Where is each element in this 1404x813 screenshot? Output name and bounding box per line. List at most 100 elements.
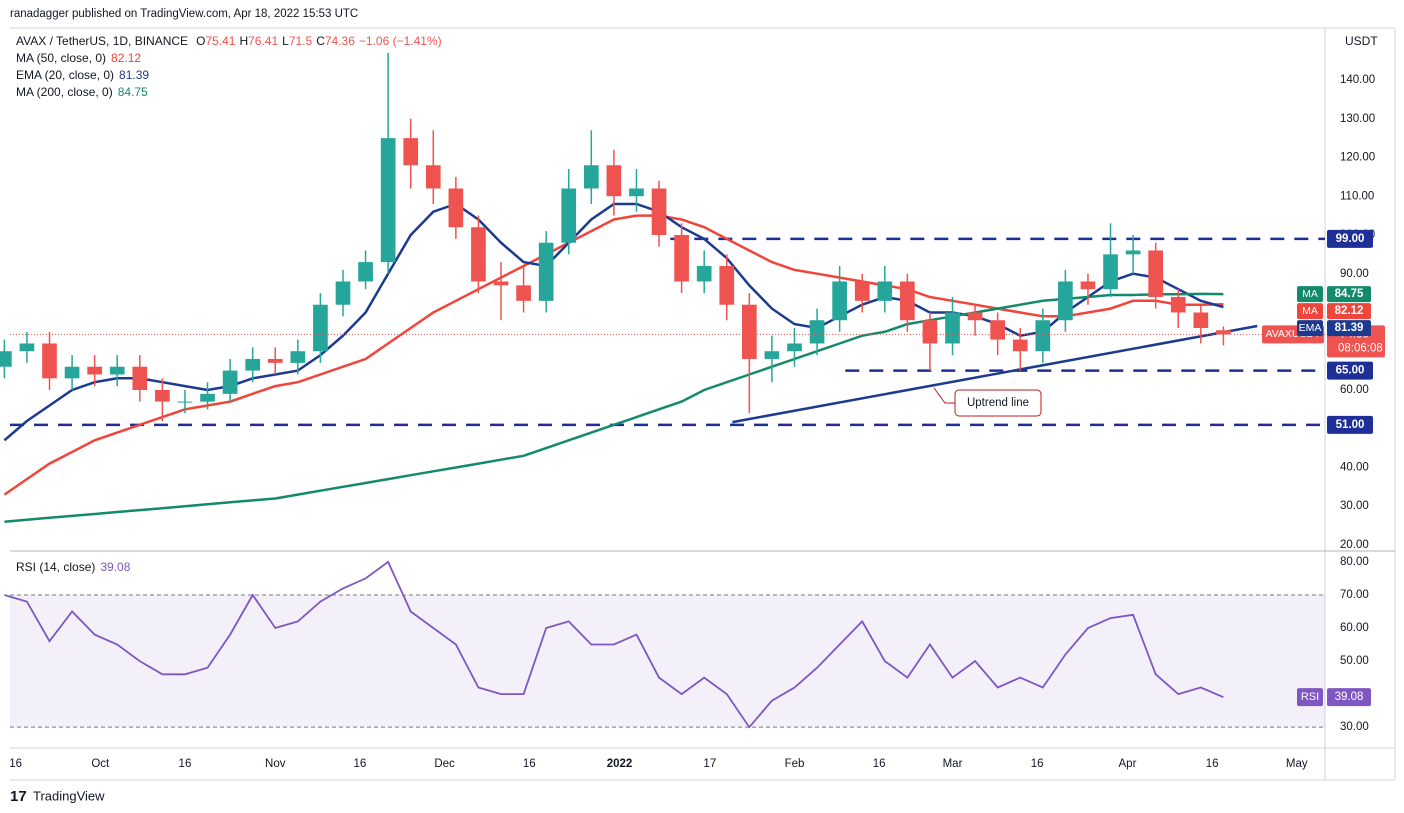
candle-body bbox=[0, 351, 12, 367]
y-tick-label: 120.00 bbox=[1340, 152, 1375, 164]
rsi-value: 39.08 bbox=[100, 560, 130, 574]
rsi-tick-label: 50.00 bbox=[1340, 655, 1369, 667]
y-tick-label: 110.00 bbox=[1340, 190, 1374, 202]
x-tick-label: 16 bbox=[179, 758, 192, 770]
candle-body bbox=[1080, 281, 1096, 290]
level-tag: 51.00 bbox=[1336, 419, 1365, 431]
x-tick-label: Nov bbox=[265, 758, 286, 770]
candle-body bbox=[493, 281, 509, 286]
candle-body bbox=[19, 343, 35, 352]
legend-name: EMA (20, close, 0) bbox=[16, 68, 114, 82]
ohlc-letter: H bbox=[239, 34, 248, 48]
candle-body bbox=[267, 358, 283, 363]
candle-body bbox=[1170, 296, 1186, 313]
candle-body bbox=[222, 370, 238, 394]
ma-value-box bbox=[1327, 286, 1371, 303]
rsi-value-box bbox=[1327, 688, 1371, 707]
annotation-box bbox=[954, 389, 1042, 417]
rsi-tag: RSI bbox=[1301, 691, 1319, 703]
change: −1.06 (−1.41%) bbox=[359, 34, 442, 48]
ma-value: 81.39 bbox=[1335, 322, 1364, 334]
ma-tag-box bbox=[1297, 286, 1323, 303]
y-tick-label: 140.00 bbox=[1340, 74, 1375, 86]
candle-body bbox=[64, 366, 80, 379]
level-tag-box bbox=[1327, 415, 1373, 434]
legend-entry: MA (50, close, 0) 82.12 bbox=[16, 51, 141, 65]
x-tick-label: 17 bbox=[703, 758, 716, 770]
candle-body bbox=[290, 351, 306, 363]
candle-body bbox=[832, 281, 847, 321]
rsi-tick-label: 80.00 bbox=[1340, 556, 1369, 568]
footer-logo: 17 TradingView bbox=[10, 788, 105, 805]
candle-body bbox=[922, 320, 938, 344]
candle-body bbox=[425, 165, 441, 189]
rsi-legend: RSI (14, close) 39.08 bbox=[16, 560, 131, 574]
y-tick-label: 60.00 bbox=[1340, 384, 1369, 396]
annotation-arrow bbox=[933, 387, 955, 404]
level-tag-box bbox=[1327, 229, 1373, 248]
candle-body bbox=[967, 312, 983, 321]
rsi-name: RSI (14, close) bbox=[16, 560, 95, 574]
candle-body bbox=[1012, 339, 1028, 352]
legend-value: 84.75 bbox=[118, 85, 148, 99]
candle-body bbox=[245, 358, 261, 371]
candle-body bbox=[1125, 250, 1141, 255]
y-tick-label: 130.00 bbox=[1340, 113, 1375, 125]
x-tick-label: 16 bbox=[873, 758, 886, 770]
candle-body bbox=[583, 165, 599, 189]
ohlc-value: 71.5 bbox=[289, 34, 313, 48]
legend-name: MA (200, close, 0) bbox=[16, 85, 113, 99]
ohlc-letter: L bbox=[282, 34, 289, 48]
candle-body bbox=[651, 188, 667, 235]
ma-value: 84.75 bbox=[1335, 288, 1364, 300]
candle-body bbox=[516, 285, 531, 301]
rsi-tag-box bbox=[1297, 688, 1323, 707]
candle-body bbox=[1216, 330, 1231, 335]
x-tick-label: 16 bbox=[1031, 758, 1044, 770]
x-tick-label: Mar bbox=[943, 758, 963, 770]
candle-body bbox=[877, 281, 893, 301]
ma-tag-box bbox=[1297, 320, 1323, 337]
candle-body bbox=[403, 138, 419, 166]
brand: TradingView bbox=[33, 788, 105, 803]
candle-body bbox=[155, 389, 170, 402]
ma-value-box bbox=[1327, 320, 1371, 337]
candle-body bbox=[606, 165, 622, 197]
symbol-line: AVAX / TetherUS, 1D, BINANCE O75.41 H76.41… bbox=[16, 34, 442, 48]
ohlc-value: 75.41 bbox=[205, 34, 235, 48]
candle-body bbox=[538, 242, 554, 301]
candle-body bbox=[87, 366, 102, 375]
legend-entry: EMA (20, close, 0) 81.39 bbox=[16, 68, 149, 82]
candle-body bbox=[1035, 320, 1051, 352]
candle-body bbox=[696, 265, 712, 282]
candle-body bbox=[1103, 254, 1118, 290]
x-tick-label: 16 bbox=[9, 758, 22, 770]
candle-body bbox=[313, 304, 328, 352]
x-tick-label: 16 bbox=[523, 758, 536, 770]
y-tick-label: 90.00 bbox=[1340, 268, 1369, 280]
rsi-tick-label: 30.00 bbox=[1340, 721, 1369, 733]
candle-body bbox=[1193, 312, 1209, 328]
logo-icon: 17 bbox=[10, 788, 27, 805]
ma-tag: EMA bbox=[1299, 322, 1322, 334]
candle-body bbox=[132, 366, 148, 390]
published: ranadagger published on TradingView.com,… bbox=[10, 8, 358, 20]
y-tick-label: 40.00 bbox=[1340, 461, 1369, 473]
candle-body bbox=[109, 366, 125, 375]
ma-tag-box bbox=[1297, 303, 1323, 320]
ohlc-letter: C bbox=[316, 34, 325, 48]
x-tick-label: Dec bbox=[434, 758, 455, 770]
candle-body bbox=[809, 320, 825, 344]
level-tag: 99.00 bbox=[1336, 233, 1365, 245]
x-tick-label: 16 bbox=[1206, 758, 1219, 770]
candle-body bbox=[335, 281, 351, 305]
annotation: Uptrend line bbox=[967, 397, 1029, 409]
candle-body bbox=[741, 304, 757, 359]
candle-body bbox=[719, 265, 735, 305]
candle-body bbox=[200, 393, 215, 402]
candle-body bbox=[358, 262, 373, 282]
legend-value: 81.39 bbox=[119, 68, 149, 82]
trendline bbox=[732, 324, 1258, 424]
